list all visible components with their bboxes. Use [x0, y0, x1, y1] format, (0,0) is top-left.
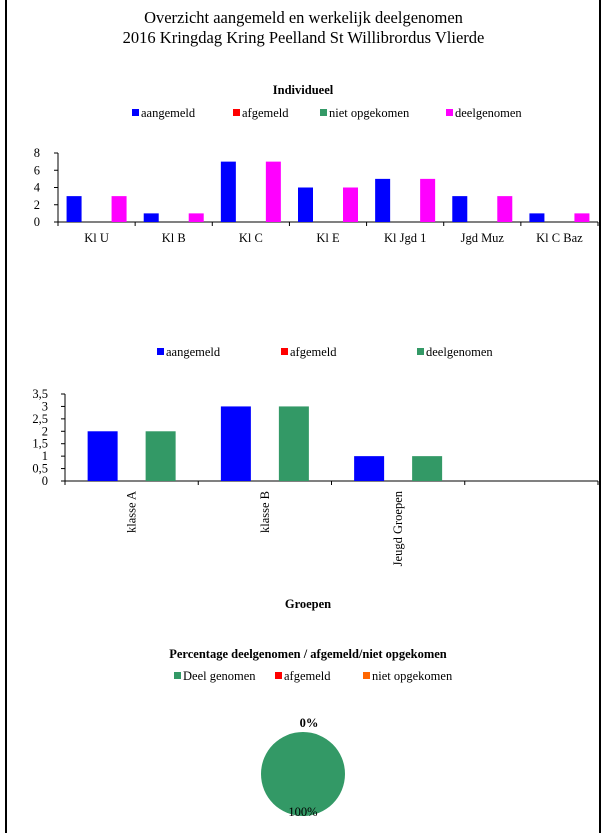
- legend-label-afgemeld: afgemeld: [284, 669, 331, 683]
- chart1-bar-deelgenomen-Kl-Jgd-1: [420, 178, 436, 222]
- chart1-xtick-label: Kl Jgd 1: [384, 231, 426, 245]
- chart2-ytick-label: 1: [42, 449, 48, 463]
- page-title-line-2: 2016 Kringdag Kring Peelland St Willibro…: [122, 28, 485, 47]
- chart1-bar-deelgenomen-Kl-C: [265, 161, 281, 222]
- legend-label-deelgenomen: deelgenomen: [426, 345, 493, 359]
- chart1-ytick-label: 2: [34, 198, 40, 212]
- chart2-ytick-label: 1,5: [32, 437, 48, 451]
- chart1-bar-aangemeld-Kl-B: [143, 213, 159, 222]
- legend-swatch-aangemeld: [132, 109, 139, 116]
- chart2-ytick-label: 0: [42, 474, 48, 488]
- legend-swatch-niet-opgekomen: [363, 672, 370, 679]
- chart2-xlabel: Groepen: [285, 597, 331, 611]
- chart2-ytick-label: 3: [42, 399, 48, 413]
- chart1-ytick-label: 0: [34, 215, 40, 229]
- legend-swatch-deelgenomen: [417, 348, 424, 355]
- chart1-xtick-label: Kl C Baz: [536, 231, 583, 245]
- chart1-ytick-label: 6: [34, 163, 40, 177]
- chart1-xtick-label: Kl U: [84, 231, 109, 245]
- legend-swatch-afgemeld: [275, 672, 282, 679]
- chart1-bar-deelgenomen-Jgd-Muz: [497, 196, 513, 222]
- legend-label-niet-opgekomen: niet opgekomen: [372, 669, 453, 683]
- chart2-bar-deelgenomen-klasse-B: [278, 406, 309, 481]
- chart2-bar-deelgenomen-klasse-A: [145, 431, 176, 481]
- chart1-bar-deelgenomen-Kl-U: [111, 196, 127, 222]
- chart2-xtick-label: Jeugd Groepen: [391, 490, 405, 566]
- chart2-ytick-label: 0,5: [32, 462, 48, 476]
- legend-label-aangemeld: aangemeld: [166, 345, 221, 359]
- chart1-xtick-label: Kl B: [162, 231, 186, 245]
- legend-swatch-afgemeld: [281, 348, 288, 355]
- chart2-ytick-label: 2,5: [32, 412, 48, 426]
- chart1-bar-deelgenomen-Kl-E: [343, 187, 358, 222]
- chart1-bar-aangemeld-Kl-C: [220, 161, 236, 222]
- legend-label-afgemeld: afgemeld: [290, 345, 337, 359]
- chart2-ytick-label: 3,5: [32, 387, 48, 401]
- chart2-bar-aangemeld-Jeugd-Groepen: [354, 456, 385, 481]
- chart1-bar-deelgenomen-Kl-C-Baz: [574, 213, 590, 222]
- chart1-bar-aangemeld-Kl-U: [66, 196, 82, 222]
- page-title-line-1: Overzicht aangemeld en werkelijk deelgen…: [144, 8, 463, 27]
- chart1-title: Individueel: [273, 83, 334, 97]
- legend-label-Deel-genomen: Deel genomen: [183, 669, 256, 683]
- chart1-ytick-label: 4: [34, 181, 41, 195]
- chart1-bar-aangemeld-Kl-E: [298, 187, 313, 222]
- chart2-bar-aangemeld-klasse-B: [220, 406, 251, 481]
- chart2-ytick-label: 2: [42, 424, 48, 438]
- legend-swatch-niet-opgekomen: [320, 109, 327, 116]
- chart1-bar-aangemeld-Kl-Jgd-1: [375, 178, 391, 222]
- chart2-xtick-label: klasse A: [125, 491, 139, 533]
- pie-slice-Deel-genomen: [261, 732, 345, 816]
- legend-label-aangemeld: aangemeld: [141, 106, 196, 120]
- page-frame: [5, 0, 601, 833]
- chart1-xtick-label: Kl E: [316, 231, 340, 245]
- chart1-bar-aangemeld-Kl-C-Baz: [529, 213, 545, 222]
- legend-label-afgemeld: afgemeld: [242, 106, 289, 120]
- chart2-bar-deelgenomen-Jeugd-Groepen: [412, 456, 443, 481]
- pie-data-label-Deel-genomen: 100%: [288, 805, 317, 819]
- legend-swatch-deelgenomen: [446, 109, 453, 116]
- chart1-xtick-label: Kl C: [239, 231, 263, 245]
- chart2-bar-aangemeld-klasse-A: [87, 431, 118, 481]
- pie-data-label-niet-opgekomen: 0%: [300, 716, 319, 730]
- chart1-xtick-label: Jgd Muz: [461, 231, 505, 245]
- legend-swatch-afgemeld: [233, 109, 240, 116]
- chart3-title: Percentage deelgenomen / afgemeld/niet o…: [169, 647, 447, 661]
- legend-swatch-Deel-genomen: [174, 672, 181, 679]
- chart1-bar-deelgenomen-Kl-B: [188, 213, 204, 222]
- chart1-ytick-label: 8: [34, 146, 40, 160]
- chart2-xtick-label: klasse B: [258, 491, 272, 533]
- legend-swatch-aangemeld: [157, 348, 164, 355]
- chart1-bar-aangemeld-Jgd-Muz: [452, 196, 468, 222]
- legend-label-niet-opgekomen: niet opgekomen: [329, 106, 410, 120]
- legend-label-deelgenomen: deelgenomen: [455, 106, 522, 120]
